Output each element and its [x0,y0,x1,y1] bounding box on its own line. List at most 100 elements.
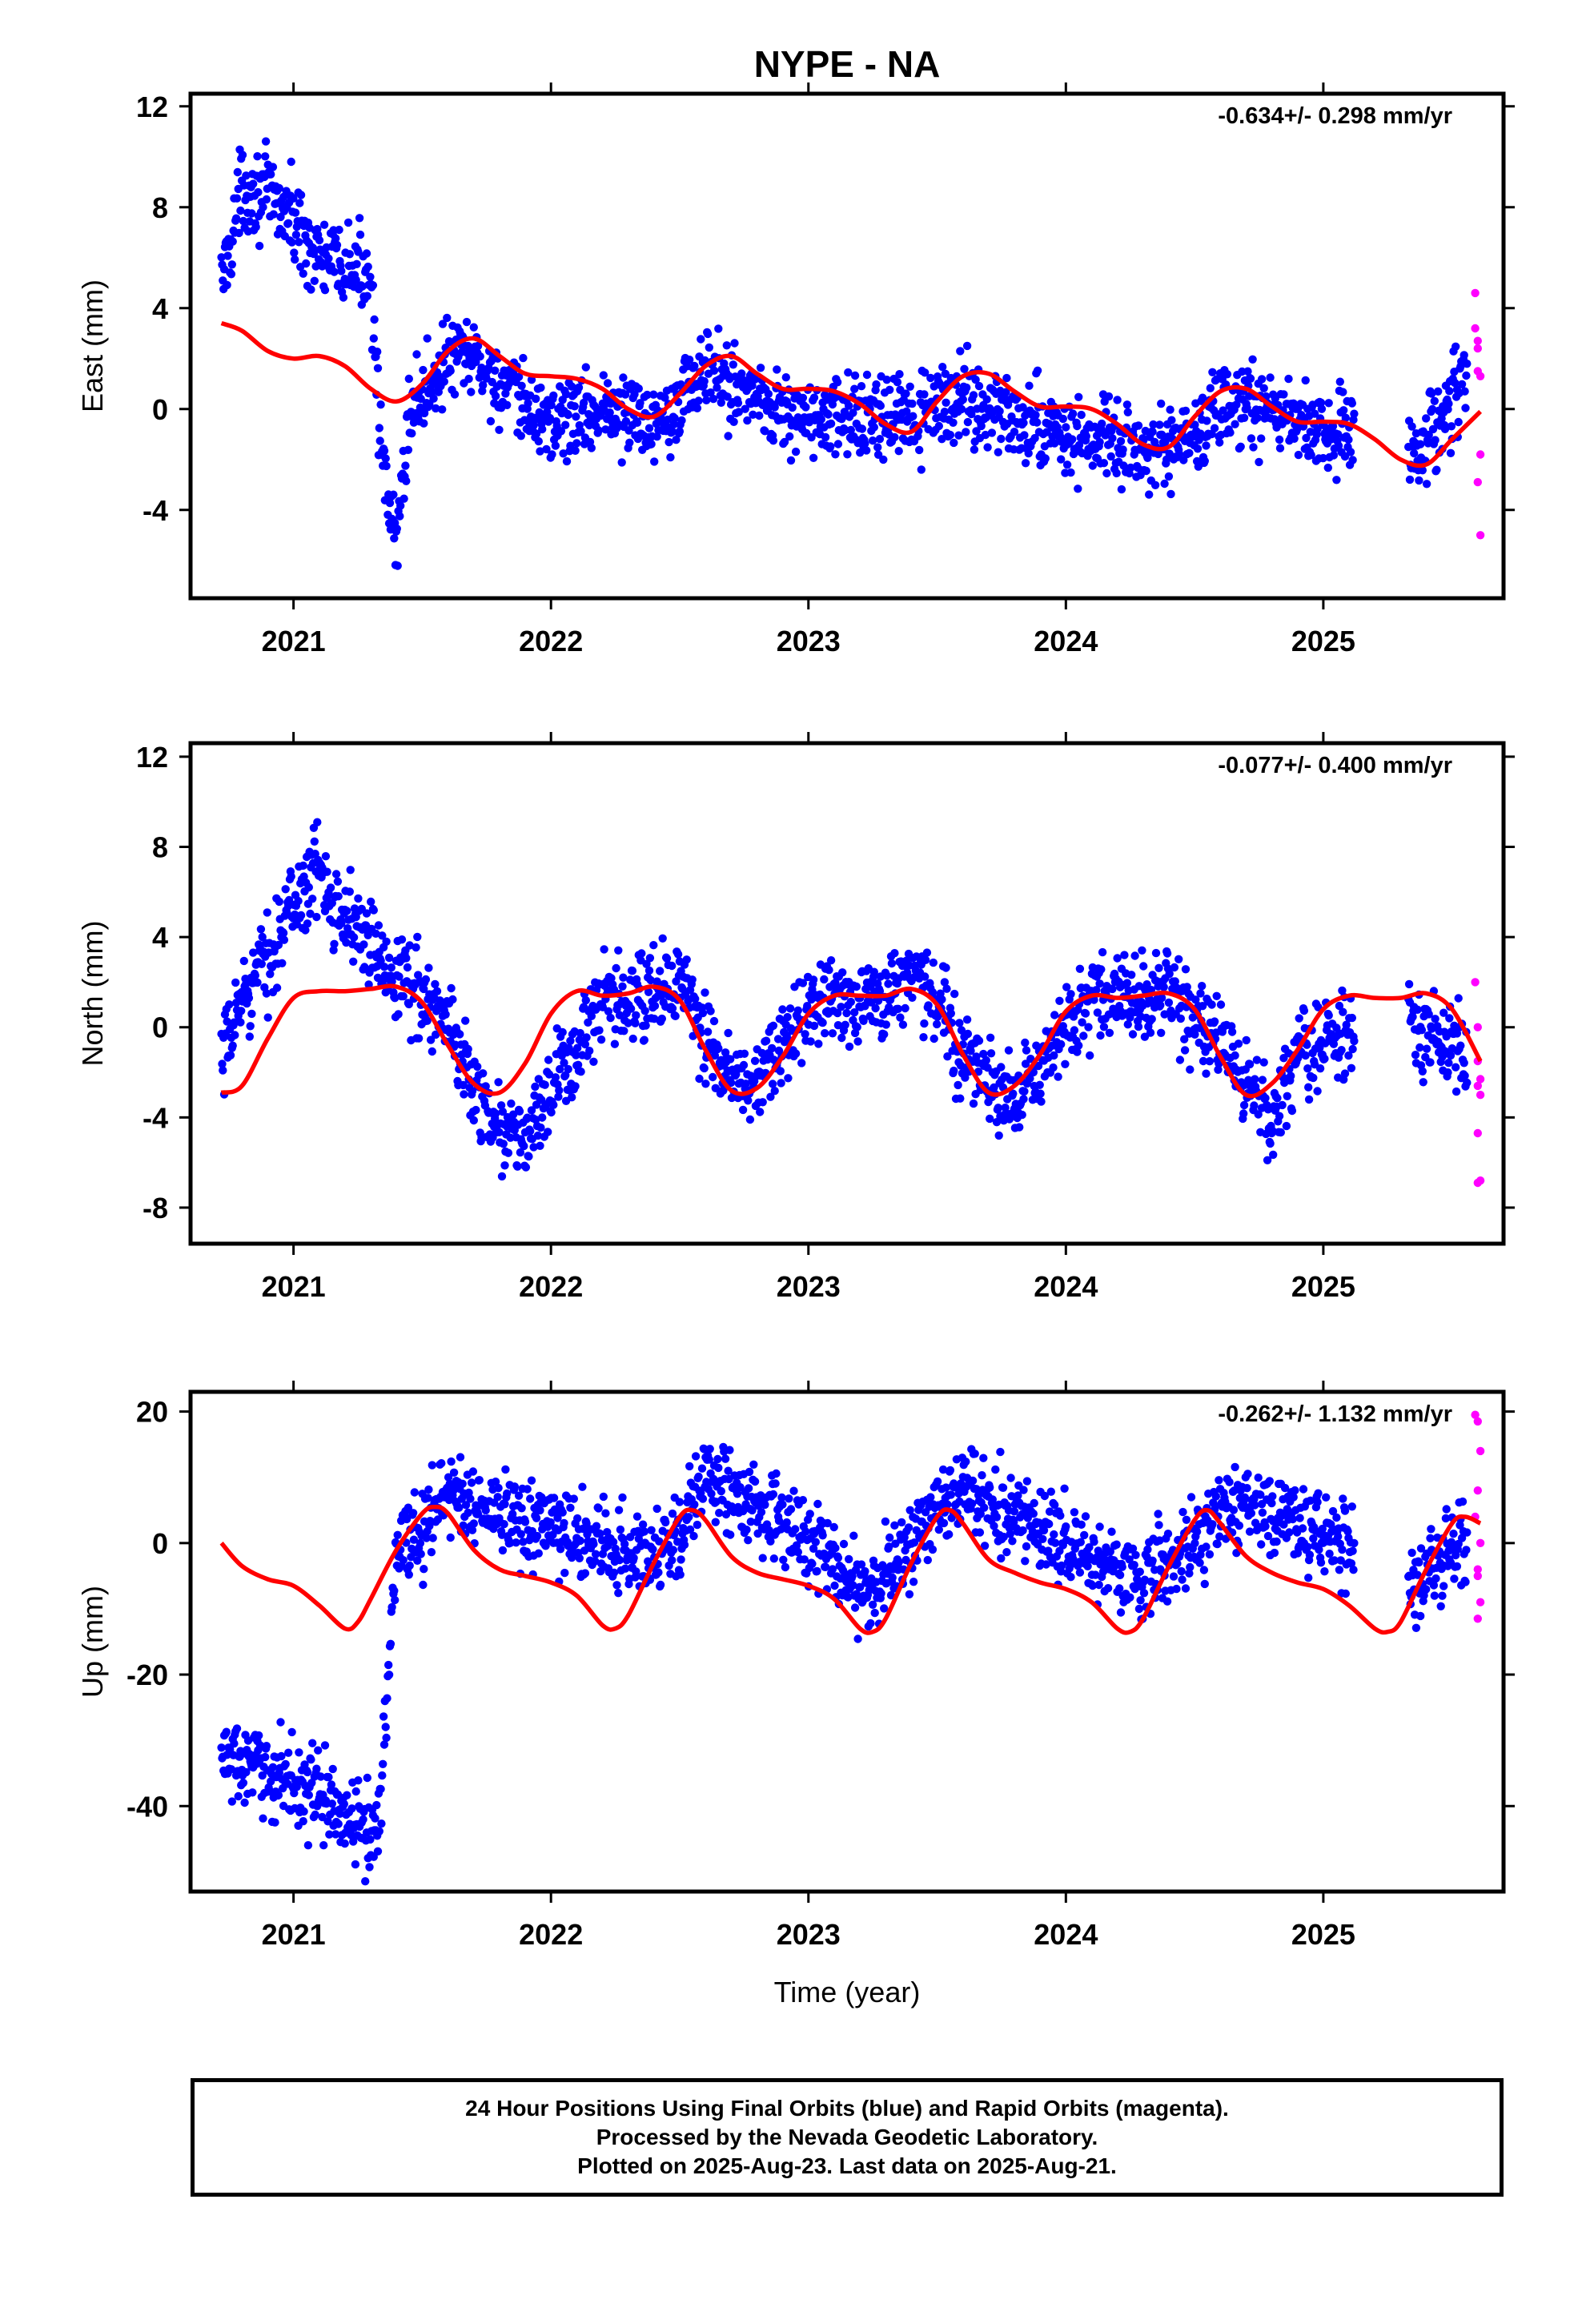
data-point [536,1506,544,1515]
data-point [416,1550,425,1558]
data-point [287,1727,296,1737]
data-point [955,1019,964,1027]
data-point [709,1072,717,1082]
data-point [299,861,307,870]
data-point [330,267,339,276]
data-point [743,416,752,425]
data-point [464,374,473,384]
plot-area [217,1410,1485,1886]
plot-frame [188,91,1506,601]
data-point [1186,1493,1196,1502]
data-point [385,498,395,508]
data-point [1422,1044,1431,1053]
data-point [1202,1542,1211,1551]
data-point [1208,1520,1217,1529]
data-point [1263,1531,1273,1541]
data-point [1210,1017,1219,1026]
data-point [290,1788,299,1798]
data-point [636,399,644,408]
data-point [1077,1520,1086,1530]
data-point [632,1512,642,1521]
data-point [376,1784,385,1794]
data-point [620,1539,629,1549]
data-point [1418,466,1427,475]
data-point [287,238,296,247]
data-point [1285,1528,1294,1537]
data-point [844,1593,853,1602]
data-point [745,1467,754,1477]
data-point [1186,1065,1195,1074]
data-point [604,1007,613,1016]
data-point [1078,1018,1086,1027]
data-point [294,896,303,906]
data-point [1037,1097,1046,1106]
data-point [261,137,271,146]
data-point [1024,448,1033,458]
data-point [1050,1538,1060,1547]
data-point [938,995,946,1004]
data-point [371,929,380,939]
data-point [370,315,379,324]
data-point [1126,1593,1134,1602]
data-point [813,1499,822,1509]
data-point [349,933,359,942]
data-point [1192,1527,1202,1536]
data-point [560,1059,568,1068]
data-point [888,1573,897,1582]
data-point [461,1016,470,1025]
data-point [846,997,856,1007]
data-point [658,934,667,943]
data-point [768,1080,777,1088]
x-tick-label: 2022 [519,1270,583,1303]
data-point [231,214,241,223]
data-point [995,407,1004,416]
data-point [1176,1014,1186,1023]
data-point [824,410,833,419]
figure-title: NYPE - NA [754,43,941,85]
data-point [473,1510,483,1518]
data-point [351,1787,360,1796]
data-point [909,412,917,420]
data-point [340,1839,349,1848]
data-point [1073,421,1082,431]
data-point [1193,444,1203,453]
data-point [331,1830,340,1839]
data-point [1127,971,1136,979]
data-point [928,987,938,997]
data-point [709,394,718,404]
data-point [921,955,930,965]
data-point [938,363,947,372]
data-point [284,1748,293,1757]
data-point [542,444,551,454]
data-point [612,1581,621,1590]
data-point [259,203,267,211]
data-point [798,393,808,402]
data-point [675,1498,685,1506]
data-point [850,371,860,380]
data-point [358,282,367,291]
data-point [826,419,836,428]
data-point [1339,406,1348,415]
data-point [500,1161,509,1170]
data-point [1348,1044,1357,1054]
rapid-orbit-point [1471,288,1480,298]
data-point [1240,1493,1250,1502]
data-point [885,1533,894,1542]
data-point [1407,422,1416,431]
data-point [308,895,317,903]
data-point [1174,449,1184,459]
data-point [919,1033,928,1042]
rapid-orbit-point [1476,1091,1485,1100]
data-point [650,1001,660,1011]
data-point [868,436,877,445]
data-point [788,403,797,412]
data-point [524,399,532,408]
data-point [946,1490,956,1499]
data-point [1198,982,1207,991]
data-point [1282,1121,1291,1131]
data-point [424,1485,433,1494]
data-point [1302,433,1311,443]
data-point [655,1537,664,1546]
data-point [1116,436,1126,446]
data-point [992,1513,1002,1522]
